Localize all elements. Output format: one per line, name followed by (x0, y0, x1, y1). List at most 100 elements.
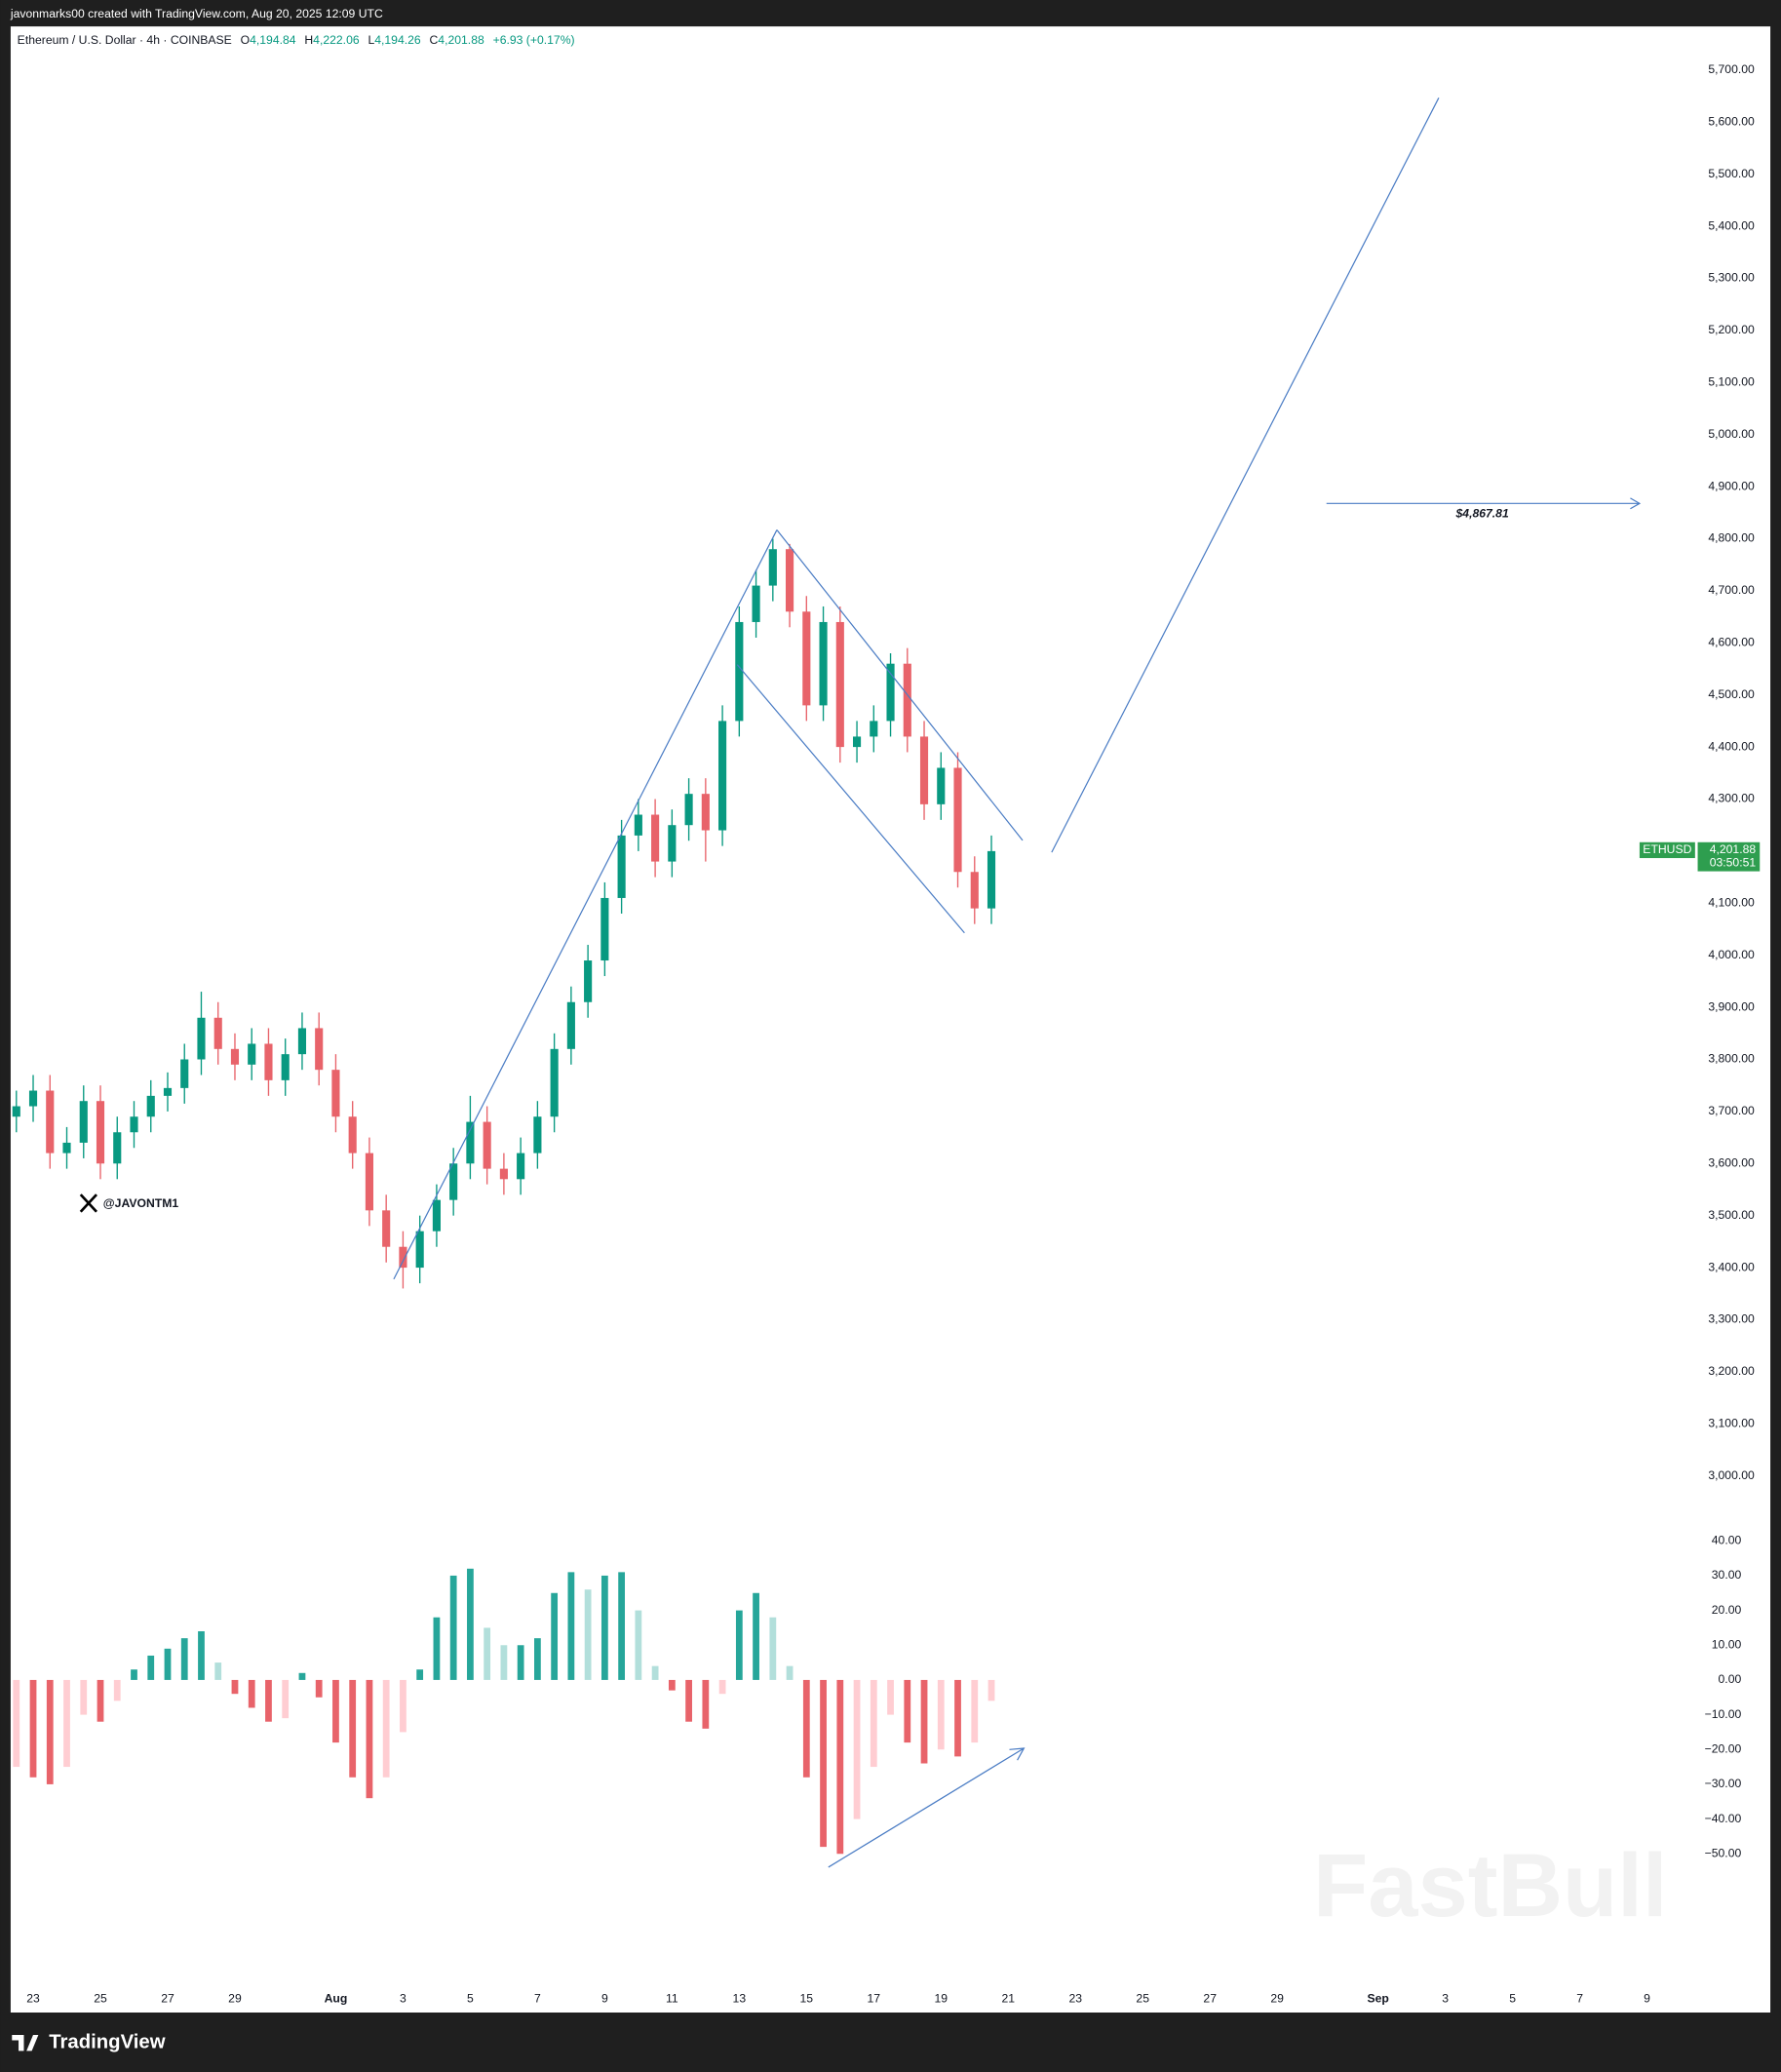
candle-body (684, 794, 693, 826)
histogram-bar (80, 1679, 88, 1715)
x-tick-label: 25 (94, 1992, 107, 2006)
y-tick-label: 3,400.00 (1708, 1260, 1755, 1273)
y-tick-label: 5,600.00 (1708, 115, 1755, 129)
target-label: $4,867.81 (1455, 506, 1509, 520)
y2-tick-label: 0.00 (1719, 1672, 1742, 1686)
histogram-bar (853, 1679, 861, 1819)
histogram-bar (265, 1679, 272, 1722)
symbol-header: Ethereum / U.S. Dollar · 4h · COINBASE O… (18, 33, 575, 47)
x-tick-label: 17 (868, 1992, 881, 2006)
candle-body (987, 850, 996, 909)
candle-body (365, 1153, 374, 1211)
ohlc-value: 4,194.84 (250, 33, 296, 47)
histogram-bar (198, 1630, 205, 1680)
candle-body (180, 1059, 189, 1088)
channel-lower (736, 664, 965, 934)
histogram-bar (718, 1679, 726, 1695)
histogram-bar (618, 1572, 626, 1680)
x-tick-label: 3 (1442, 1992, 1449, 2006)
histogram-bar (298, 1672, 306, 1680)
candle-body (348, 1116, 357, 1153)
logo-icon (12, 2035, 39, 2052)
x-tick-label: 9 (1644, 1992, 1650, 2006)
y-tick-label: 4,600.00 (1708, 636, 1755, 649)
candle-body (197, 1017, 206, 1060)
candle-body (533, 1116, 542, 1153)
candle-body (399, 1246, 407, 1269)
y-tick-label: 3,500.00 (1708, 1208, 1755, 1222)
histogram-bar (534, 1638, 541, 1680)
y-tick-label: 3,600.00 (1708, 1156, 1755, 1170)
candle-body (483, 1121, 491, 1169)
x-tick-label: 7 (1576, 1992, 1583, 2006)
histogram-bar (954, 1679, 961, 1757)
x-icon (79, 1193, 98, 1213)
y-tick-label: 3,100.00 (1708, 1416, 1755, 1429)
y-tick-label: 3,300.00 (1708, 1312, 1755, 1326)
x-tick-label: Aug (325, 1992, 348, 2006)
histogram-bar (349, 1679, 357, 1778)
y-tick-label: 5,500.00 (1708, 167, 1755, 180)
y2-tick-label: 40.00 (1712, 1533, 1742, 1546)
candle-body (937, 767, 946, 804)
candle-body (718, 721, 727, 831)
histogram-bar (97, 1679, 104, 1722)
histogram-bar (802, 1679, 810, 1778)
x-tick-label: 7 (534, 1992, 541, 2006)
x-tick-label: 29 (228, 1992, 242, 2006)
histogram-bar (551, 1592, 559, 1680)
histogram-bar (971, 1679, 979, 1743)
x-tick-label: 25 (1136, 1992, 1149, 2006)
histogram-bar (248, 1679, 255, 1708)
candle-body (651, 814, 660, 862)
candle-body (768, 549, 777, 586)
histogram-bar (786, 1665, 794, 1680)
histogram-bar (584, 1589, 592, 1680)
histogram-bar (904, 1679, 911, 1743)
histogram-bar (668, 1679, 676, 1691)
candle-body (79, 1101, 88, 1143)
y-tick-label: 5,100.00 (1708, 375, 1755, 389)
y-tick-label: 5,400.00 (1708, 218, 1755, 232)
y-tick-label: 4,100.00 (1708, 896, 1755, 910)
ohlc-key: C (430, 33, 439, 47)
histogram-bar (13, 1679, 20, 1768)
histogram-bar (180, 1638, 188, 1680)
candle-body (466, 1121, 475, 1164)
histogram-bar (282, 1679, 290, 1719)
marks: 5,700.00 5,600.00 5,500.00 5,400.00 5,300.00… (12, 62, 1761, 2006)
candle-body (499, 1168, 508, 1180)
histogram-bar (635, 1610, 642, 1680)
y-tick-label: 3,000.00 (1708, 1468, 1755, 1482)
price-badge (1697, 841, 1761, 872)
histogram-bar (113, 1679, 121, 1701)
candle-body (953, 767, 962, 873)
candle-body (297, 1028, 307, 1055)
histogram-bar (920, 1679, 928, 1764)
y-tick-label: 5,200.00 (1708, 323, 1755, 336)
ohlc-key: O (241, 33, 250, 47)
histogram-bar (46, 1679, 54, 1784)
countdown-label: 03:50:51 (1710, 856, 1757, 870)
histogram-bar (600, 1575, 608, 1680)
y-tick-label: 3,900.00 (1708, 999, 1755, 1013)
y-tick-label: 4,800.00 (1708, 531, 1755, 545)
candle-body (230, 1048, 240, 1065)
histogram-bar (500, 1645, 508, 1680)
y2-tick-label: 30.00 (1712, 1568, 1742, 1582)
histogram-bar (987, 1679, 995, 1701)
candle-body (550, 1048, 559, 1117)
candle-body (415, 1231, 424, 1269)
candle-body (617, 835, 626, 898)
histogram-bar (517, 1645, 524, 1680)
x-tick-label: 23 (1068, 1992, 1082, 2006)
y2-tick-label: −30.00 (1705, 1777, 1742, 1790)
attribution: javonmarks00 created with TradingView.co… (10, 7, 383, 20)
y2-tick-label: −20.00 (1705, 1741, 1742, 1755)
candle-body (62, 1142, 71, 1153)
candle-body (449, 1163, 458, 1200)
histogram-bar (433, 1617, 441, 1680)
x-tick-label: 27 (1203, 1992, 1217, 2006)
ohlc-value: 4,194.26 (374, 33, 421, 47)
